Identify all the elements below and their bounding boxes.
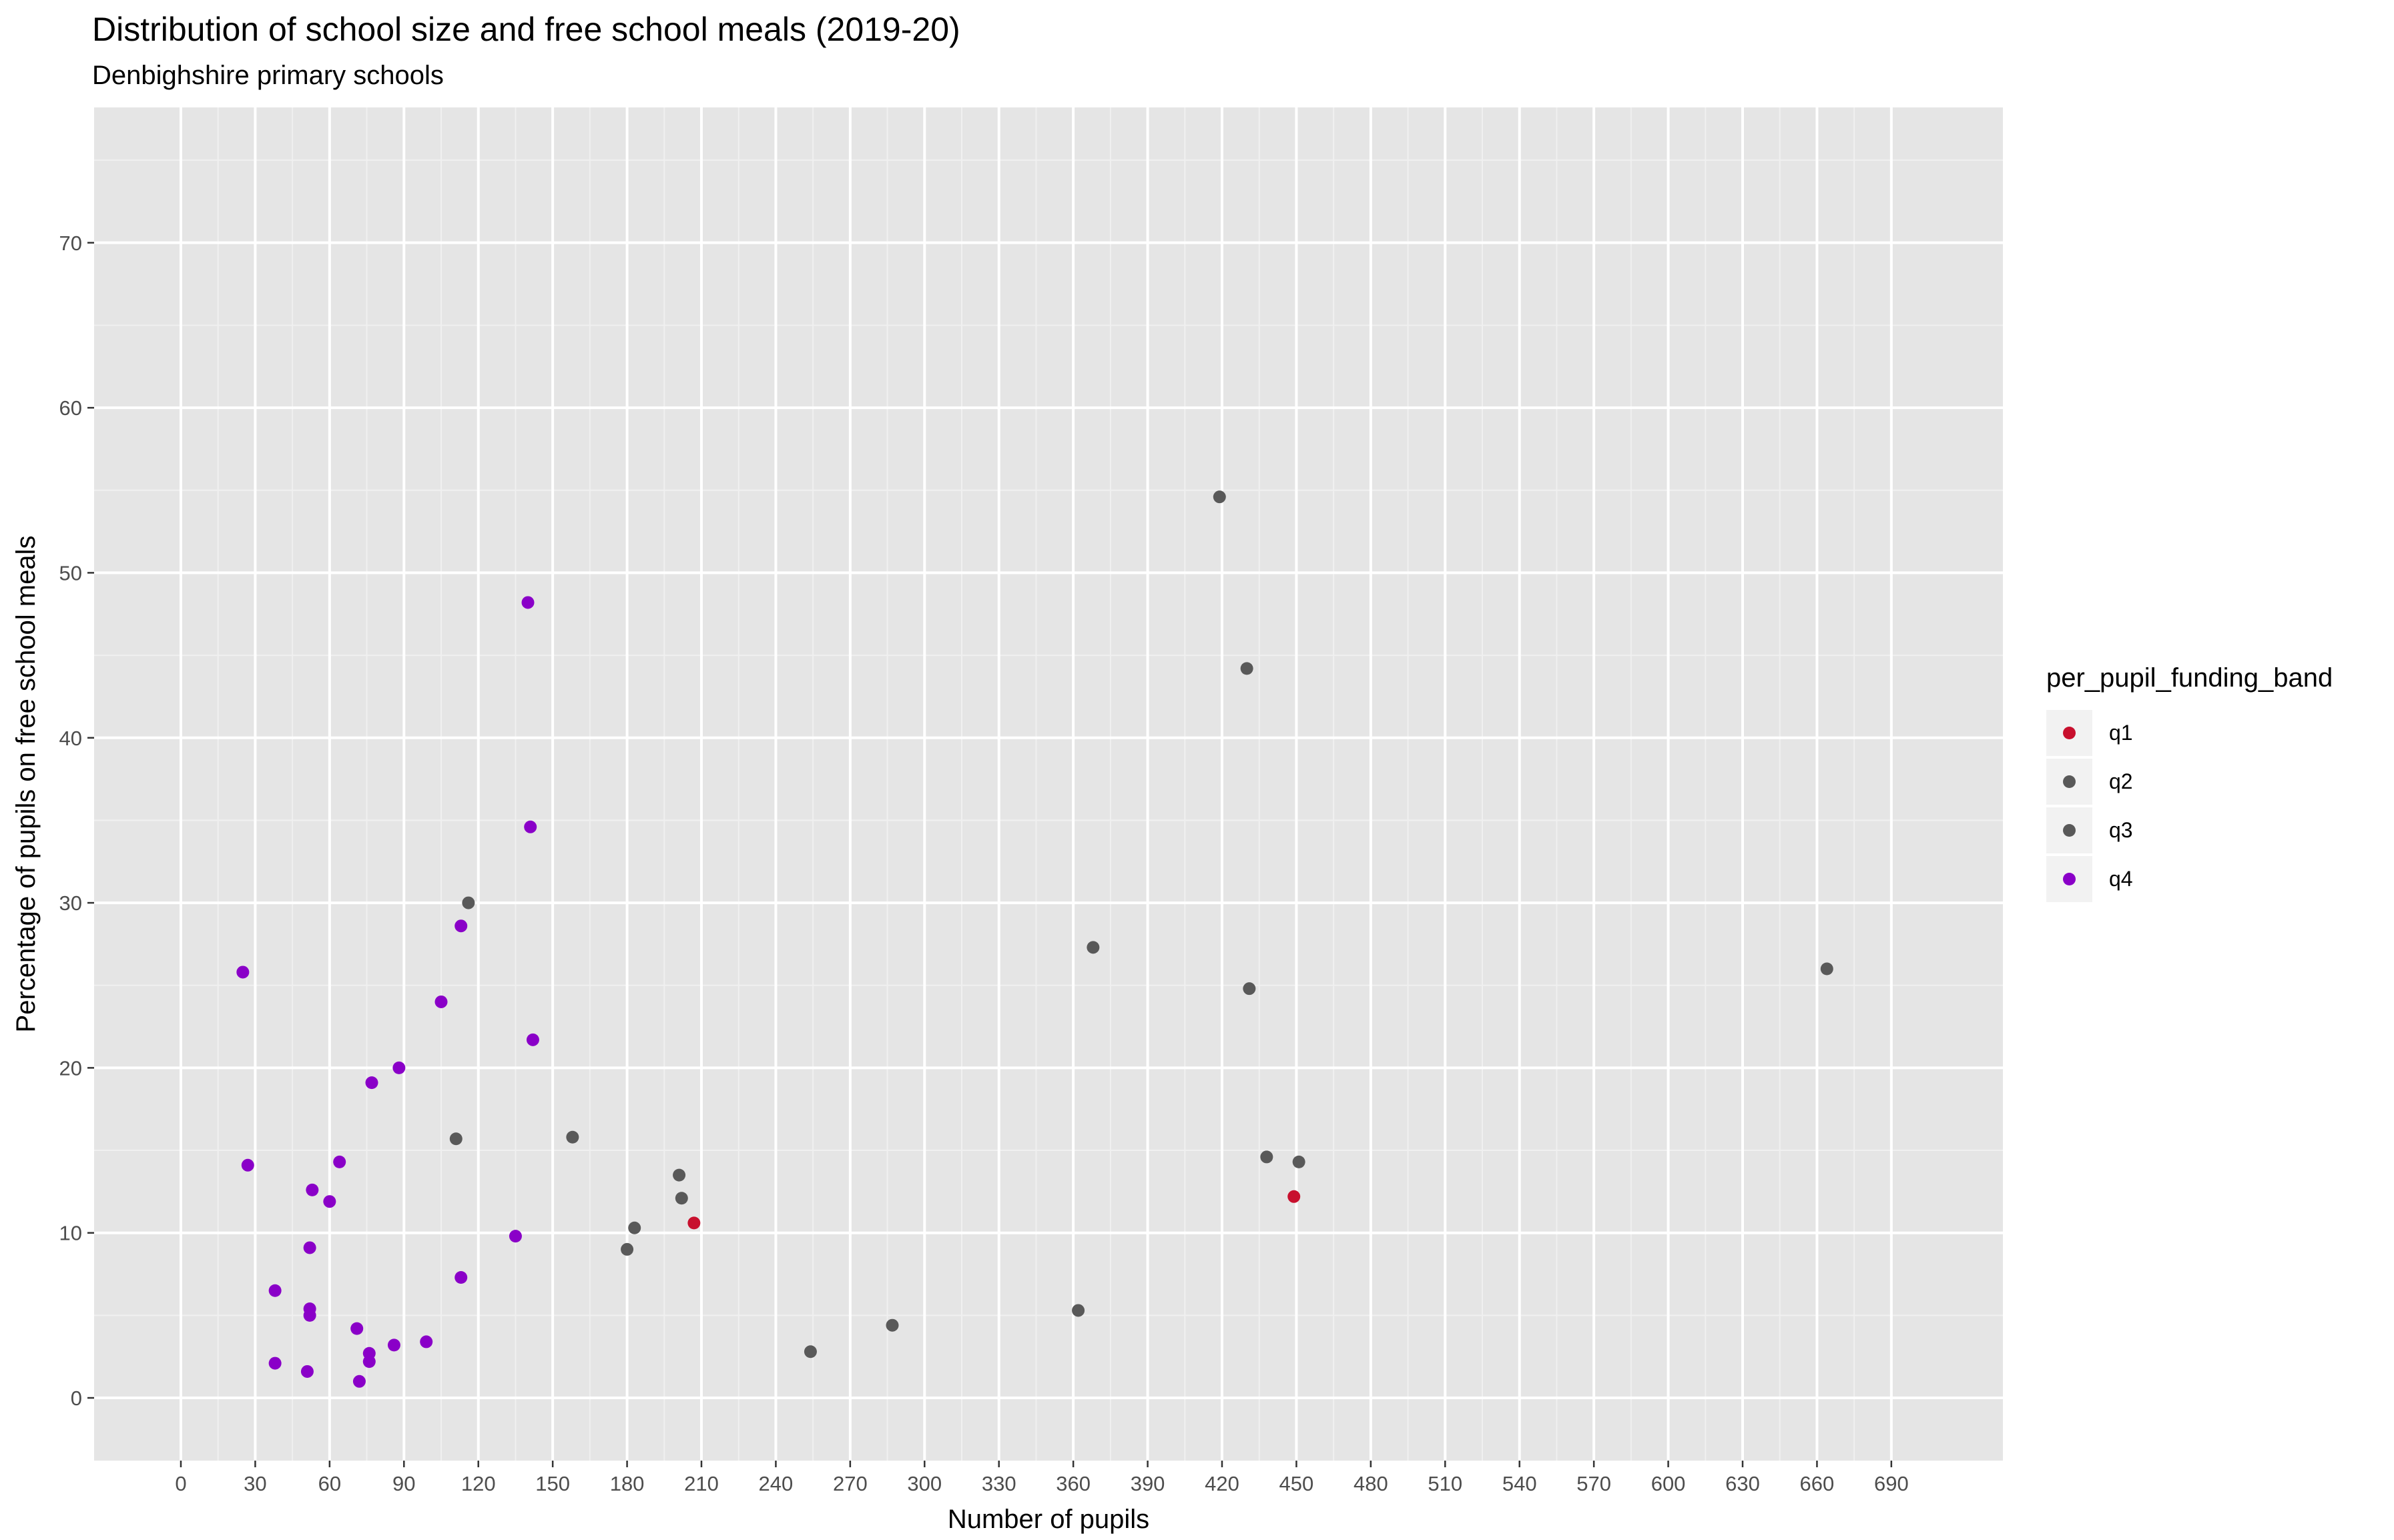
x-tick-label: 390 [1131, 1472, 1165, 1495]
data-point [462, 896, 475, 909]
x-tick-label: 30 [244, 1472, 266, 1495]
x-tick-label: 270 [833, 1472, 868, 1495]
legend-label-q1: q1 [2109, 721, 2133, 745]
x-tick-label: 300 [907, 1472, 942, 1495]
data-point [241, 1158, 254, 1172]
x-tick-label: 180 [610, 1472, 645, 1495]
x-tick-label: 420 [1205, 1472, 1239, 1495]
data-point [236, 966, 250, 979]
legend-title: per_pupil_funding_band [2046, 663, 2333, 693]
data-point [509, 1230, 522, 1243]
data-point [675, 1192, 688, 1205]
data-point [1213, 490, 1226, 504]
data-point [455, 1270, 468, 1284]
plot-panel [94, 107, 2003, 1461]
data-point [323, 1195, 336, 1208]
legend-marker [2063, 727, 2076, 739]
data-point [1260, 1150, 1273, 1164]
data-point [303, 1241, 316, 1254]
x-tick-label: 450 [1279, 1472, 1314, 1495]
data-point [306, 1183, 319, 1196]
x-tick-label: 360 [1056, 1472, 1091, 1495]
data-points [236, 490, 1833, 1388]
data-point [621, 1242, 634, 1256]
y-tick-label: 40 [59, 727, 82, 750]
data-point [392, 1061, 406, 1074]
y-tick-label: 60 [59, 396, 82, 420]
data-point [566, 1130, 579, 1144]
x-tick-label: 630 [1725, 1472, 1760, 1495]
data-point [365, 1076, 378, 1090]
data-point [1292, 1155, 1305, 1168]
y-axis-title: Percentage of pupils on free school meal… [11, 536, 41, 1033]
data-point [449, 1132, 463, 1146]
legend-marker [2063, 824, 2076, 837]
legend-label-q2: q2 [2109, 769, 2133, 793]
x-tick-label: 570 [1576, 1472, 1611, 1495]
data-point [362, 1355, 376, 1369]
chart-subtitle: Denbighshire primary schools [92, 61, 444, 90]
data-point [268, 1284, 282, 1297]
data-point [628, 1221, 641, 1234]
x-tick-label: 120 [461, 1472, 496, 1495]
y-tick-label: 20 [59, 1056, 82, 1080]
x-tick-label: 510 [1428, 1472, 1462, 1495]
data-point [387, 1338, 400, 1352]
x-tick-label: 240 [759, 1472, 794, 1495]
x-tick-label: 690 [1874, 1472, 1909, 1495]
x-tick-label: 210 [684, 1472, 719, 1495]
x-tick-label: 540 [1502, 1472, 1537, 1495]
data-point [350, 1322, 364, 1335]
data-point [1240, 662, 1253, 675]
data-point [673, 1168, 686, 1182]
x-tick-label: 330 [982, 1472, 1016, 1495]
y-tick-label: 30 [59, 891, 82, 915]
legend-label-q4: q4 [2109, 867, 2133, 891]
data-point [333, 1155, 346, 1168]
data-point [521, 596, 535, 609]
x-tick-label: 660 [1800, 1472, 1835, 1495]
data-point [352, 1375, 366, 1388]
y-tick-label: 0 [71, 1387, 82, 1410]
data-point [687, 1216, 701, 1230]
x-tick-label: 0 [175, 1472, 186, 1495]
data-point [455, 919, 468, 933]
legend [2046, 710, 2092, 902]
chart-title: Distribution of school size and free sch… [92, 11, 960, 48]
data-point [1287, 1190, 1301, 1203]
x-tick-label: 600 [1651, 1472, 1686, 1495]
data-point [303, 1308, 316, 1322]
data-point [1087, 941, 1100, 954]
data-point [300, 1365, 314, 1378]
data-point [526, 1033, 539, 1046]
legend-marker [2063, 775, 2076, 788]
data-point [434, 995, 448, 1008]
minor-gridlines [94, 107, 2003, 1461]
y-tick-label: 10 [59, 1222, 82, 1245]
x-tick-label: 150 [535, 1472, 570, 1495]
y-tick-label: 50 [59, 561, 82, 585]
legend-label-q3: q3 [2109, 818, 2133, 842]
x-tick-label: 480 [1354, 1472, 1388, 1495]
axis-ticks [87, 242, 1893, 1467]
data-point [1820, 962, 1833, 976]
data-point [804, 1345, 817, 1359]
axis-tick-labels: 0 30 60 90 120 150 180 210 240 270 300 330 360 390 420… [59, 232, 1909, 1495]
data-point [1243, 982, 1256, 996]
data-point [268, 1357, 282, 1370]
data-point [524, 820, 537, 833]
data-point [420, 1335, 433, 1349]
x-tick-label: 90 [392, 1472, 415, 1495]
y-tick-label: 70 [59, 232, 82, 255]
data-point [1072, 1304, 1085, 1317]
x-tick-label: 60 [318, 1472, 341, 1495]
major-gridlines [94, 107, 2003, 1461]
data-point [886, 1318, 899, 1332]
x-axis-title: Number of pupils [948, 1505, 1149, 1534]
legend-marker [2063, 873, 2076, 885]
